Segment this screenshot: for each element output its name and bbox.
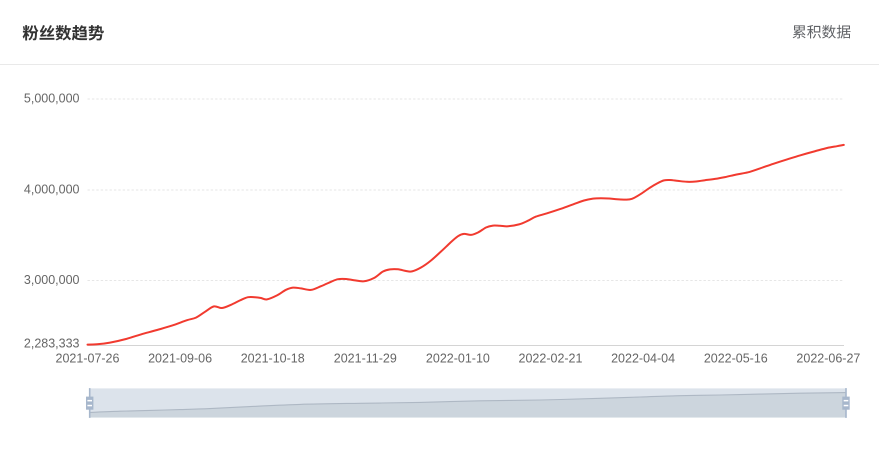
svg-text:5,000,000: 5,000,000 [24, 92, 80, 106]
svg-text:2021-07-26: 2021-07-26 [56, 351, 120, 365]
svg-text:2021-11-29: 2021-11-29 [334, 351, 397, 365]
svg-text:3,000,000: 3,000,000 [24, 273, 80, 287]
svg-text:2021-10-18: 2021-10-18 [241, 351, 305, 365]
svg-text:2,283,333: 2,283,333 [24, 336, 80, 350]
svg-text:2022-01-10: 2022-01-10 [426, 351, 490, 365]
svg-text:4,000,000: 4,000,000 [24, 183, 80, 197]
svg-text:2022-05-16: 2022-05-16 [704, 351, 768, 365]
svg-text:2022-04-04: 2022-04-04 [611, 351, 675, 365]
svg-text:2021-09-06: 2021-09-06 [148, 351, 212, 365]
svg-text:2022-06-27: 2022-06-27 [796, 351, 860, 365]
svg-text:2022-02-21: 2022-02-21 [519, 351, 583, 365]
